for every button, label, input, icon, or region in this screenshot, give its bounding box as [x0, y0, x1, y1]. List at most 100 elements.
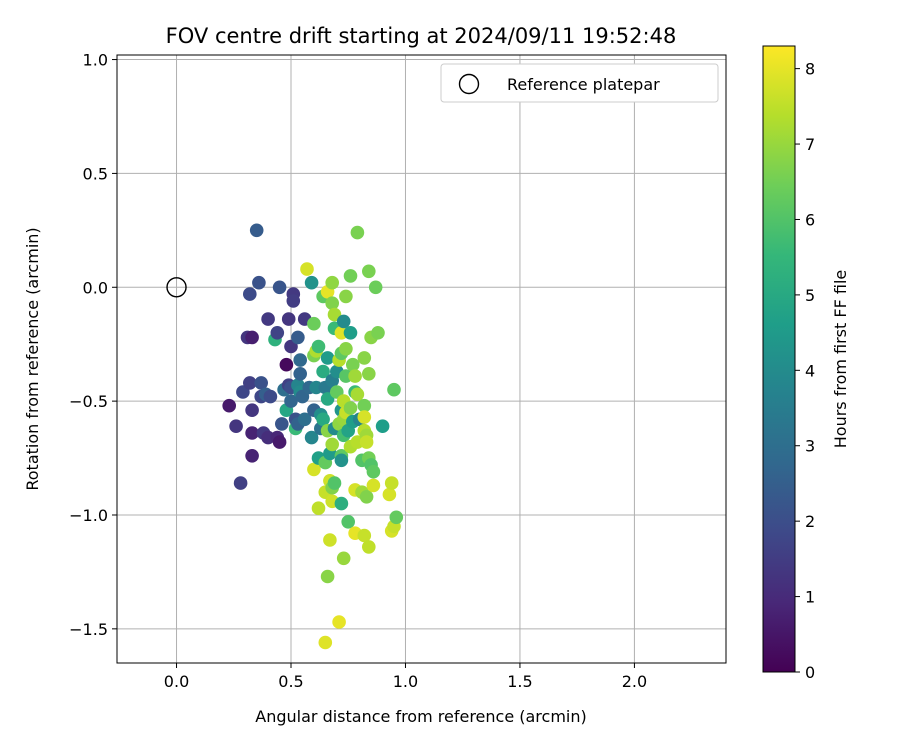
data-point [316, 412, 330, 427]
data-point [357, 398, 372, 413]
data-point [304, 275, 319, 290]
legend-box [440, 63, 719, 103]
legend: Reference platepar [440, 63, 719, 103]
data-point [327, 476, 342, 490]
data-point [357, 410, 372, 424]
data-point [245, 403, 259, 418]
data-point [311, 339, 326, 354]
data-point [254, 376, 268, 390]
y-tick-label: 0.5 [83, 164, 108, 183]
y-tick-label: 1.0 [83, 51, 108, 70]
data-point [245, 426, 259, 440]
data-point [366, 478, 381, 493]
data-point [245, 330, 259, 345]
data-point [252, 275, 266, 290]
data-point [362, 264, 376, 279]
colorbar-gradient [762, 45, 796, 673]
reference-marker [166, 277, 187, 298]
x-tick-label: 2.0 [622, 672, 647, 691]
data-point [291, 330, 305, 345]
y-tick-label: −1.5 [69, 620, 108, 639]
colorbar-tick-label: 2 [805, 512, 815, 531]
data-point [339, 289, 353, 304]
colorbar-tick-label: 7 [805, 135, 815, 154]
colorbar-tick-label: 1 [805, 588, 815, 607]
colorbar-tick-label: 0 [805, 663, 815, 682]
data-point [357, 528, 372, 543]
colorbar-tick-label: 6 [805, 210, 815, 229]
data-point [316, 364, 330, 379]
data-point [307, 316, 321, 331]
x-axis-label: Angular distance from reference (arcmin) [255, 707, 586, 726]
data-point [249, 223, 264, 238]
x-axis-ticks: 0.0 0.5 1.0 1.5 2.0 [164, 663, 647, 691]
colorbar-tick-label: 5 [805, 286, 815, 305]
data-point [384, 476, 399, 490]
data-point [233, 476, 248, 490]
data-point [293, 353, 308, 367]
y-tick-label: −1.0 [69, 506, 108, 525]
data-point [222, 398, 236, 413]
data-point [350, 387, 365, 402]
data-point [243, 376, 257, 390]
data-point [320, 569, 335, 584]
data-point [339, 342, 353, 356]
y-tick-label: −0.5 [69, 392, 108, 411]
data-point [229, 419, 243, 434]
data-point [318, 635, 333, 650]
data-point [332, 615, 346, 629]
x-tick-label: 0.5 [278, 672, 303, 691]
data-point [359, 490, 374, 504]
data-point [304, 430, 319, 445]
data-point [346, 357, 360, 372]
data-point [323, 533, 337, 547]
data-point [293, 367, 308, 381]
data-point [343, 401, 358, 415]
data-point [336, 551, 351, 566]
data-point [275, 417, 289, 431]
data-point [366, 464, 381, 479]
data-point [325, 437, 340, 452]
chart-title: FOV centre drift starting at 2024/09/11 … [166, 24, 677, 48]
data-point [263, 389, 278, 404]
data-point [350, 225, 365, 240]
reference-platepar-marker [166, 277, 187, 298]
legend-label-reference: Reference platepar [507, 75, 660, 94]
x-tick-label: 1.5 [507, 672, 532, 691]
data-point [261, 312, 275, 326]
data-point [281, 312, 296, 326]
grid-lines [117, 55, 726, 663]
data-point [300, 262, 314, 276]
data-point [359, 435, 374, 449]
data-point [348, 369, 362, 383]
data-point [362, 367, 376, 381]
data-point [243, 287, 257, 301]
data-point [272, 435, 287, 449]
data-point [320, 351, 335, 365]
data-point [341, 515, 356, 529]
data-point [357, 351, 372, 365]
data-point [286, 294, 301, 308]
data-point [343, 269, 358, 283]
colorbar-ticks: 0 1 2 3 4 5 6 7 8 [795, 60, 815, 682]
data-point [270, 326, 285, 340]
data-point [375, 419, 390, 434]
data-point [272, 280, 287, 295]
data-point [334, 496, 349, 511]
x-tick-label: 1.0 [393, 672, 418, 691]
colorbar-tick-label: 8 [805, 60, 815, 79]
y-axis-ticks: 1.0 0.5 0.0 −0.5 −1.0 −1.5 [69, 51, 117, 639]
data-point [343, 326, 358, 340]
data-point [279, 357, 294, 372]
data-point [368, 280, 383, 295]
legend-marker-reference [458, 73, 480, 95]
data-point [382, 487, 397, 502]
data-point [284, 394, 298, 408]
y-tick-label: 0.0 [83, 278, 108, 297]
data-point [362, 540, 376, 554]
data-point [311, 501, 326, 515]
data-point [334, 453, 349, 468]
plot-frame [116, 54, 727, 664]
